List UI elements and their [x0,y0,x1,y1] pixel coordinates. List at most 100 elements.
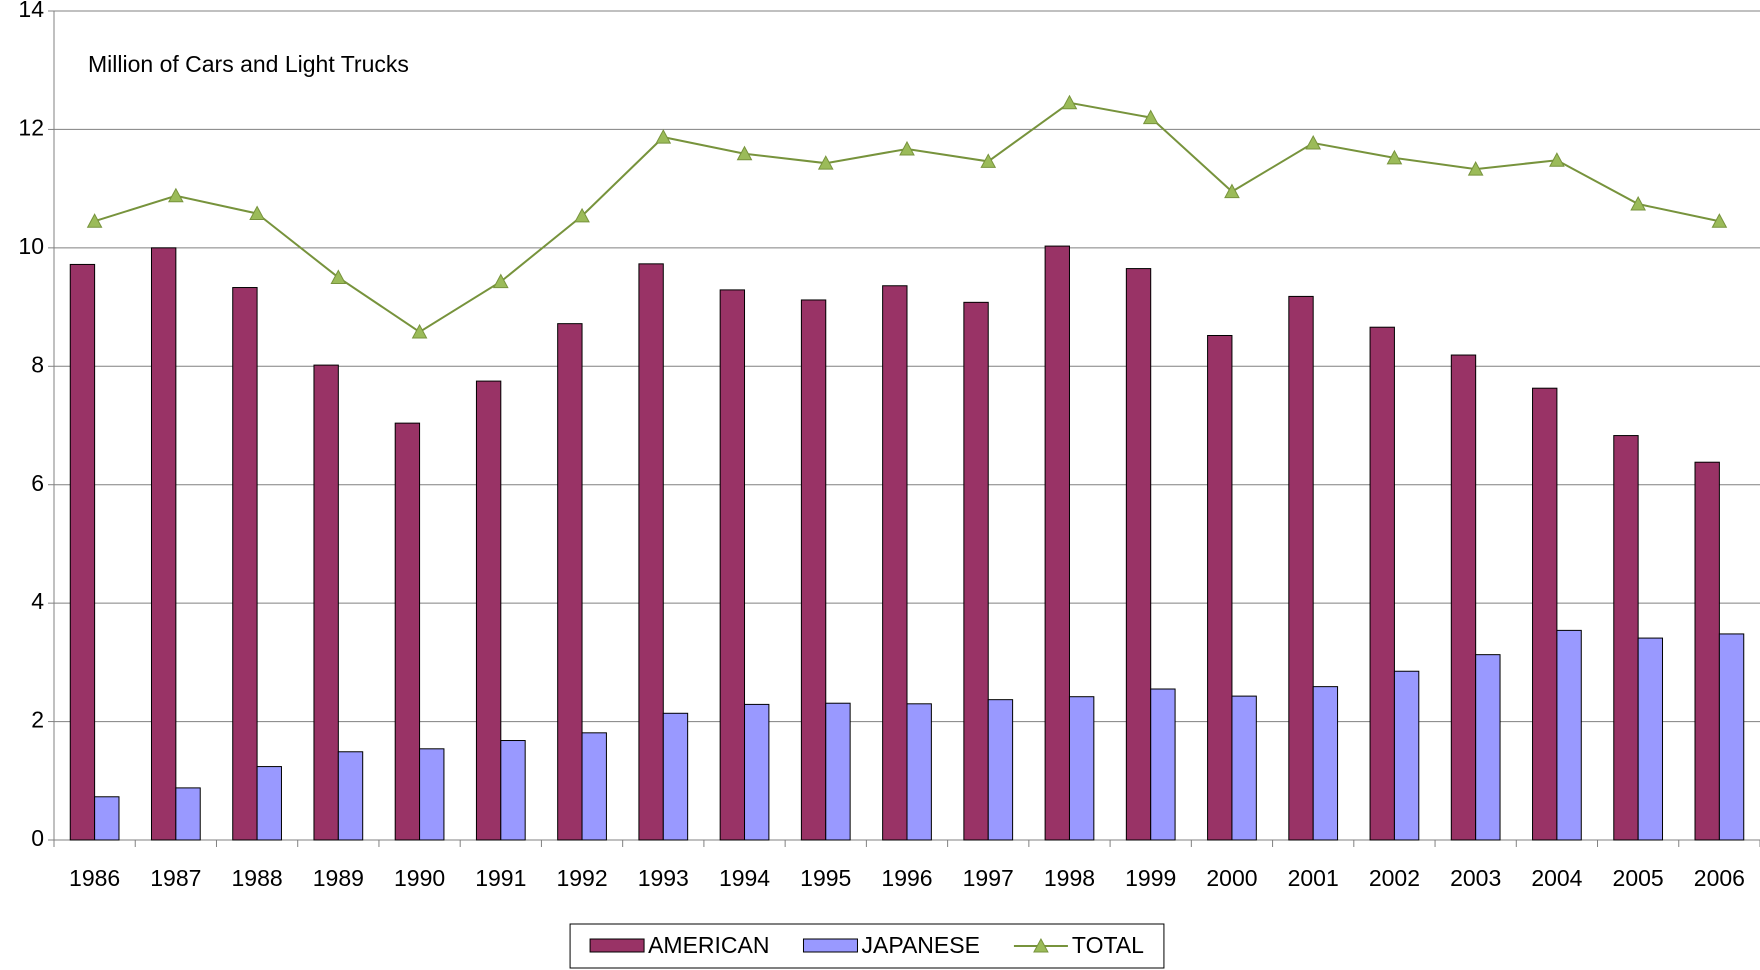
legend-swatch [589,938,645,953]
marker [574,207,590,223]
marker [1467,161,1484,176]
marker [980,153,997,168]
bar [150,247,177,841]
bar [1207,334,1233,841]
legend-label: AMERICAN [648,932,769,958]
bar [1718,633,1745,841]
bar [1150,688,1176,841]
bar [557,323,583,841]
marker [1630,195,1646,211]
marker [330,269,347,284]
bar [800,299,827,841]
x-tick-label: 1989 [313,865,364,891]
legend-label: TOTAL [1072,932,1144,958]
bar [313,364,339,841]
marker [168,187,184,203]
x-tick-label: 2005 [1613,865,1664,891]
x-tick-label: 1998 [1044,865,1095,891]
marker [817,155,834,170]
bar [1637,637,1664,841]
marker [86,213,103,228]
x-tick-label: 2001 [1288,865,1339,891]
legend-label: JAPANESE [861,932,979,958]
bar [175,787,201,841]
legend-marker [1033,937,1049,953]
y-tick-label: 0 [31,825,44,851]
bar [394,422,421,841]
x-tick-label: 1993 [638,865,689,891]
bar [882,285,908,841]
x-tick-label: 2002 [1369,865,1420,891]
marker [1224,183,1240,199]
marker [736,145,753,161]
bar [987,699,1014,841]
bar [581,732,607,841]
x-tick-label: 2004 [1531,865,1582,891]
marker [1142,109,1159,125]
y-tick-label: 14 [18,0,44,22]
bar [232,287,258,841]
bar [963,301,989,841]
x-tick-label: 1987 [150,865,201,891]
x-tick-label: 1991 [475,865,526,891]
marker [492,273,509,289]
bar [94,796,120,841]
bar [744,703,770,841]
bar [662,712,689,841]
y-tick-label: 6 [31,470,44,496]
x-tick-label: 1990 [394,865,445,891]
legend-swatch [802,938,858,953]
bar [1288,295,1314,841]
bar [337,751,364,841]
marker [899,140,915,156]
bar [1312,686,1339,841]
bar [719,289,746,841]
bar [419,748,445,841]
x-tick-label: 1995 [800,865,851,891]
bar [1231,695,1257,841]
bar [638,263,664,841]
marker [655,129,672,144]
x-tick-label: 1986 [69,865,120,891]
x-tick-label: 1992 [556,865,607,891]
x-tick-label: 1997 [963,865,1014,891]
bar [1450,354,1477,841]
bar [1694,461,1720,841]
annotation: Million of Cars and Light Trucks [88,51,409,77]
x-tick-label: 1994 [719,865,770,891]
y-tick-label: 10 [18,233,44,259]
y-tick-label: 12 [18,115,44,141]
marker [1711,213,1728,228]
marker [1061,94,1078,110]
marker [411,323,428,339]
y-tick-label: 2 [31,707,44,733]
x-tick-label: 2003 [1450,865,1501,891]
x-tick-label: 2000 [1206,865,1257,891]
y-tick-label: 8 [31,351,44,377]
bar [825,702,851,841]
bar [256,766,282,841]
bar [906,703,932,841]
legend-box [569,923,1165,969]
bar [1556,629,1582,841]
x-tick-label: 1996 [881,865,932,891]
bar [1393,670,1420,841]
marker [1305,134,1322,150]
bar [1044,245,1070,841]
bar [475,380,502,841]
bar [1068,696,1095,841]
x-tick-label: 1988 [232,865,283,891]
y-tick-label: 4 [31,588,44,614]
marker [1549,152,1565,167]
marker [1386,149,1403,165]
bar [1125,268,1152,841]
bar [500,740,526,841]
x-tick-label: 1999 [1125,865,1176,891]
bar [1613,435,1639,841]
bar [1532,387,1558,841]
legend: AMERICAN JAPANESE TOTAL [569,923,1165,969]
marker [249,205,265,221]
x-tick-label: 2006 [1694,865,1745,891]
bar [1475,654,1501,841]
